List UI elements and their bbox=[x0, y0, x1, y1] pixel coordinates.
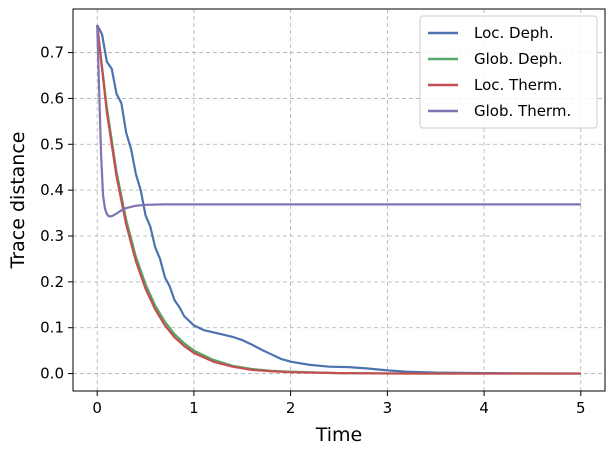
y-tick-label: 0.4 bbox=[40, 181, 64, 199]
x-tick-label: 0 bbox=[92, 399, 102, 417]
legend-label-loc-deph: Loc. Deph. bbox=[474, 24, 554, 42]
y-axis-label: Trace distance bbox=[7, 132, 29, 270]
series-line-glob-therm bbox=[96, 25, 581, 218]
y-axis-ticks: 0.0 0.1 0.2 0.3 0.4 0.5 0.6 0.7 bbox=[40, 44, 73, 383]
y-tick-label: 0.0 bbox=[40, 365, 64, 383]
series-line-loc-therm bbox=[96, 24, 581, 375]
x-tick-label: 1 bbox=[189, 399, 199, 417]
legend-label-glob-therm: Glob. Therm. bbox=[474, 102, 571, 120]
x-tick-label: 3 bbox=[383, 399, 393, 417]
y-tick-label: 0.3 bbox=[40, 227, 64, 245]
legend-box bbox=[419, 15, 598, 129]
series-lines bbox=[96, 24, 581, 375]
legend-label-loc-therm: Loc. Therm. bbox=[474, 76, 562, 94]
x-axis-ticks: 0 1 2 3 4 5 bbox=[92, 391, 586, 417]
y-tick-label: 0.5 bbox=[40, 135, 64, 153]
x-axis-label: Time bbox=[315, 424, 363, 446]
y-tick-label: 0.7 bbox=[40, 44, 64, 62]
x-tick-label: 2 bbox=[286, 399, 296, 417]
x-tick-label: 4 bbox=[479, 399, 489, 417]
plot-frame bbox=[72, 8, 606, 392]
y-tick-label: 0.1 bbox=[40, 319, 64, 337]
legend-label-glob-deph: Glob. Deph. bbox=[474, 50, 563, 68]
y-tick-label: 0.6 bbox=[40, 89, 64, 107]
x-tick-label: 5 bbox=[576, 399, 586, 417]
series-line-loc-deph bbox=[96, 24, 581, 375]
legend: Loc. Deph. Glob. Deph. Loc. Therm. Glob. Th… bbox=[419, 15, 598, 129]
y-tick-label: 0.2 bbox=[40, 273, 64, 291]
